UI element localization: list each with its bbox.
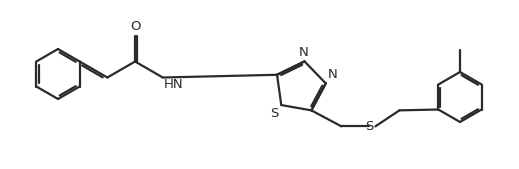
Text: O: O bbox=[130, 20, 140, 33]
Text: S: S bbox=[270, 107, 278, 120]
Text: N: N bbox=[298, 46, 308, 59]
Text: HN: HN bbox=[164, 78, 183, 91]
Text: S: S bbox=[365, 120, 374, 133]
Text: N: N bbox=[327, 68, 337, 81]
